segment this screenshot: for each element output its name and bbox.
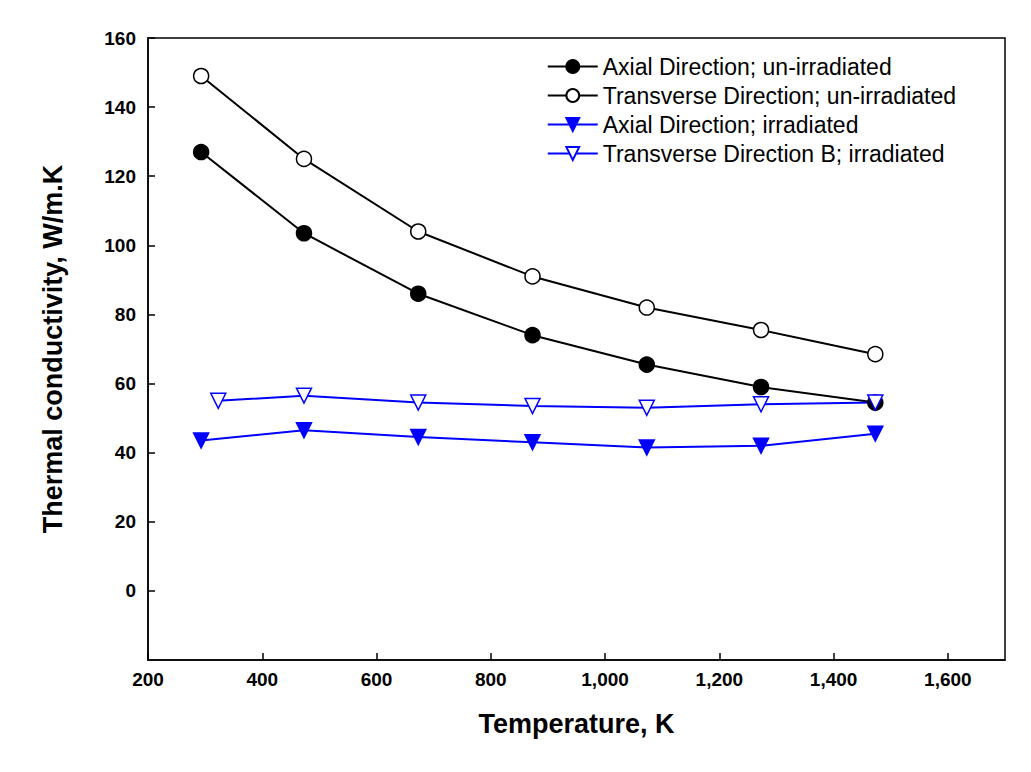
svg-text:Transverse Direction B; irradi: Transverse Direction B; irradiated bbox=[603, 141, 945, 167]
svg-text:Transverse Direction; un-irrad: Transverse Direction; un-irradiated bbox=[603, 83, 956, 109]
svg-text:Axial Direction; irradiated: Axial Direction; irradiated bbox=[603, 112, 859, 138]
svg-text:120: 120 bbox=[104, 166, 136, 187]
svg-text:20: 20 bbox=[115, 511, 136, 532]
svg-text:800: 800 bbox=[475, 669, 507, 690]
svg-text:100: 100 bbox=[104, 235, 136, 256]
svg-text:200: 200 bbox=[132, 669, 164, 690]
svg-text:140: 140 bbox=[104, 97, 136, 118]
svg-text:600: 600 bbox=[361, 669, 393, 690]
svg-text:1,200: 1,200 bbox=[696, 669, 744, 690]
svg-text:400: 400 bbox=[246, 669, 278, 690]
svg-text:Temperature, K: Temperature, K bbox=[478, 709, 675, 739]
svg-text:Axial Direction; un-irradiated: Axial Direction; un-irradiated bbox=[603, 54, 892, 80]
svg-text:60: 60 bbox=[115, 373, 136, 394]
svg-text:1,600: 1,600 bbox=[924, 669, 972, 690]
svg-text:Thermal conductivity, W/m.K: Thermal conductivity, W/m.K bbox=[38, 164, 68, 533]
svg-text:0: 0 bbox=[125, 580, 136, 601]
svg-text:1,400: 1,400 bbox=[810, 669, 858, 690]
svg-text:40: 40 bbox=[115, 442, 136, 463]
svg-text:1,000: 1,000 bbox=[581, 669, 629, 690]
svg-text:160: 160 bbox=[104, 28, 136, 49]
svg-text:80: 80 bbox=[115, 304, 136, 325]
